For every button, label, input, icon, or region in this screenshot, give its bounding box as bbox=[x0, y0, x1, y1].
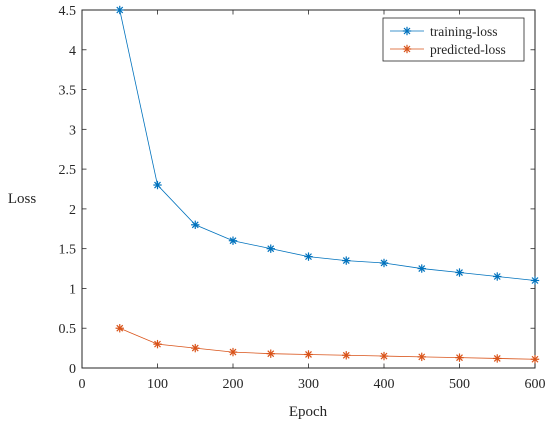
y-axis-ticks: 0 0.5 1 1.5 2 2.5 3 3.5 4 4.5 bbox=[59, 4, 535, 377]
x-tick-label: 300 bbox=[298, 377, 319, 392]
x-axis-ticks: 0 100 200 300 400 500 600 bbox=[79, 10, 546, 392]
plot-area bbox=[81, 9, 536, 369]
data-point-predicted-loss bbox=[228, 347, 238, 357]
data-point-training-loss bbox=[191, 220, 200, 229]
data-point-training-loss bbox=[493, 272, 502, 281]
series-line-predicted-loss bbox=[119, 327, 536, 360]
data-point-training-loss bbox=[115, 5, 124, 15]
data-point-predicted-loss bbox=[191, 343, 200, 353]
series-layer bbox=[115, 5, 540, 364]
legend-marker-predicted-loss bbox=[402, 44, 412, 54]
data-point-predicted-loss bbox=[417, 352, 426, 362]
y-tick-label: 0 bbox=[69, 362, 76, 377]
legend: training-loss predicted-loss bbox=[382, 17, 525, 62]
y-axis-label: Loss bbox=[8, 191, 37, 207]
y-tick-label: 4.5 bbox=[59, 4, 77, 19]
data-point-training-loss bbox=[455, 268, 464, 277]
data-point-training-loss bbox=[228, 236, 238, 245]
x-tick-label: 100 bbox=[147, 377, 168, 392]
data-point-training-loss bbox=[153, 180, 162, 190]
data-point-predicted-loss bbox=[304, 350, 313, 359]
y-tick-label: 0.5 bbox=[59, 322, 77, 337]
x-axis-label: Epoch bbox=[289, 404, 328, 420]
data-point-training-loss bbox=[304, 252, 313, 261]
y-tick-label: 2 bbox=[69, 203, 76, 218]
data-point-predicted-loss bbox=[379, 351, 389, 361]
y-tick-label: 1 bbox=[69, 282, 76, 297]
data-point-predicted-loss bbox=[455, 353, 464, 362]
legend-label: training-loss bbox=[430, 24, 498, 39]
x-tick-label: 0 bbox=[79, 377, 86, 392]
data-point-predicted-loss bbox=[153, 339, 162, 349]
data-point-training-loss bbox=[530, 276, 540, 285]
x-tick-label: 500 bbox=[449, 377, 470, 392]
x-tick-label: 200 bbox=[223, 377, 244, 392]
data-point-predicted-loss bbox=[342, 351, 351, 360]
y-tick-label: 1.5 bbox=[59, 243, 77, 258]
legend-marker-training-loss bbox=[402, 26, 412, 36]
y-tick-label: 4 bbox=[69, 44, 76, 59]
y-tick-label: 2.5 bbox=[59, 163, 77, 178]
legend-label: predicted-loss bbox=[430, 42, 506, 57]
data-point-training-loss bbox=[379, 258, 389, 268]
data-point-predicted-loss bbox=[493, 354, 502, 363]
data-point-predicted-loss bbox=[115, 324, 124, 333]
y-tick-label: 3.5 bbox=[59, 84, 77, 99]
data-point-training-loss bbox=[342, 256, 351, 265]
legend-box bbox=[382, 17, 525, 62]
y-tick-label: 3 bbox=[69, 123, 76, 138]
data-point-training-loss bbox=[417, 264, 426, 273]
data-point-training-loss bbox=[266, 244, 275, 253]
series-line-training-loss bbox=[119, 9, 536, 281]
data-point-predicted-loss bbox=[530, 355, 540, 364]
x-tick-label: 600 bbox=[525, 377, 546, 392]
data-point-predicted-loss bbox=[266, 349, 275, 358]
x-tick-label: 400 bbox=[374, 377, 395, 392]
